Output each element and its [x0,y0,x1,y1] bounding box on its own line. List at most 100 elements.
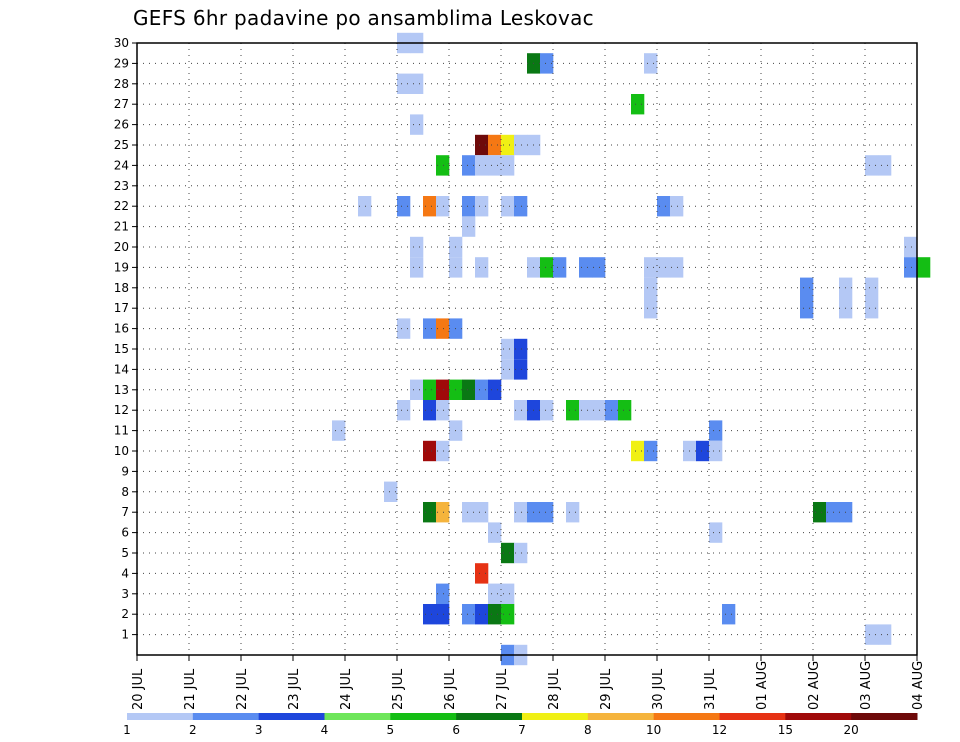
heatmap-cell [462,196,476,217]
x-tick-label: 22 JUL [235,668,250,710]
y-tick-label: 12 [114,403,129,417]
heatmap-cell [462,216,476,237]
heatmap-cell [644,53,658,74]
heatmap-cell [800,298,814,319]
colorbar-swatch [324,713,391,720]
y-tick-label: 22 [114,199,129,213]
heatmap-cell [722,604,736,625]
y-tick-label: 29 [114,56,129,70]
heatmap-cell [436,583,450,604]
heatmap-cell [501,359,515,380]
heatmap-cell [540,257,554,278]
heatmap-cell [488,155,502,176]
y-tick-label: 3 [121,587,129,601]
heatmap-cell [410,73,424,94]
colorbar-swatch [522,713,589,720]
colorbar-swatch [192,713,260,720]
x-tick-label: 24 JUL [339,668,354,710]
heatmap-cell [514,196,528,217]
heatmap-cell [865,155,879,176]
heatmap-cell [397,318,411,339]
heatmap-cell [826,502,840,523]
heatmap-cell [488,583,502,604]
heatmap-cell [423,400,437,421]
colorbar-label: 20 [844,723,859,737]
heatmap-cell [423,379,437,400]
heatmap-cell [501,542,515,564]
y-tick-label: 1 [121,628,129,642]
heatmap-cell [540,400,554,421]
heatmap-cell [709,420,723,441]
heatmap-cell [501,155,515,176]
y-tick-label: 28 [114,77,129,91]
x-tick-label: 20 JUL [131,668,146,710]
y-tick-label: 16 [114,322,129,336]
x-tick-label: 21 JUL [183,668,198,710]
y-tick-label: 8 [121,485,129,499]
heatmap-cell [397,196,411,217]
x-tick-label: 02 AUG [807,661,822,710]
heatmap-cell [618,400,632,421]
heatmap-cell [475,196,489,217]
x-tick-label: 31 JUL [703,668,718,710]
heatmap-cell [488,379,502,400]
heatmap-cell [410,379,424,400]
x-tick-label: 29 JUL [599,668,614,710]
heatmap-cell [436,196,450,217]
heatmap-cell [475,257,489,278]
heatmap-cell [501,338,515,360]
heatmap-cell [540,53,554,74]
heatmap-cell [462,502,476,523]
heatmap-cell [644,298,658,319]
heatmap-cell [917,257,931,278]
heatmap-cell [553,257,567,278]
heatmap-cell [514,359,528,380]
y-tick-label: 13 [114,383,129,397]
heatmap-cell [410,236,424,258]
heatmap-cell [423,318,437,339]
heatmap-cell [865,624,879,645]
heatmap-cell [462,379,476,400]
heatmap-cell [475,379,489,400]
heatmap-cell [462,155,476,176]
heatmap-cell [514,400,528,421]
heatmap-cell [657,257,671,278]
x-tick-label: 30 JUL [651,668,666,710]
colorbar-label: 6 [452,723,460,737]
heatmap-cell [709,440,723,462]
heatmap-cell [514,502,528,523]
x-tick-label: 26 JUL [443,668,458,710]
y-tick-label: 20 [114,240,129,254]
colorbar-swatch [456,713,523,720]
colorbar-swatch [719,713,786,720]
heatmap-cell [410,114,424,135]
heatmap-cell [670,257,684,278]
heatmap-cell [423,196,437,217]
y-tick-label: 2 [121,607,129,621]
y-tick-label: 14 [114,362,129,376]
heatmap-cell [670,196,684,217]
heatmap-cell [475,155,489,176]
heatmap-cell [384,481,398,502]
colorbar-label: 3 [255,723,263,737]
heatmap-cell [488,522,502,543]
heatmap-cell [462,604,476,625]
heatmap-cell [332,420,346,441]
heatmap-cell [865,277,879,298]
heatmap-cell [696,440,710,462]
heatmap-cell [592,257,606,278]
x-tick-label: 04 AUG [911,661,926,710]
heatmap-cell [488,134,502,156]
grid-lines [137,42,917,655]
x-tick-label: 25 JUL [391,668,406,710]
heatmap-cell [423,604,437,625]
y-tick-label: 7 [121,505,129,519]
heatmap-cell [501,583,515,604]
heatmap-cell [501,604,515,625]
heatmap-cell [644,440,658,462]
x-tick-label: 27 JUL [495,668,510,710]
heatmap-cell [904,257,918,278]
heatmap-cell [475,563,489,584]
heatmap-cell [423,502,437,523]
y-tick-label: 4 [121,566,129,580]
